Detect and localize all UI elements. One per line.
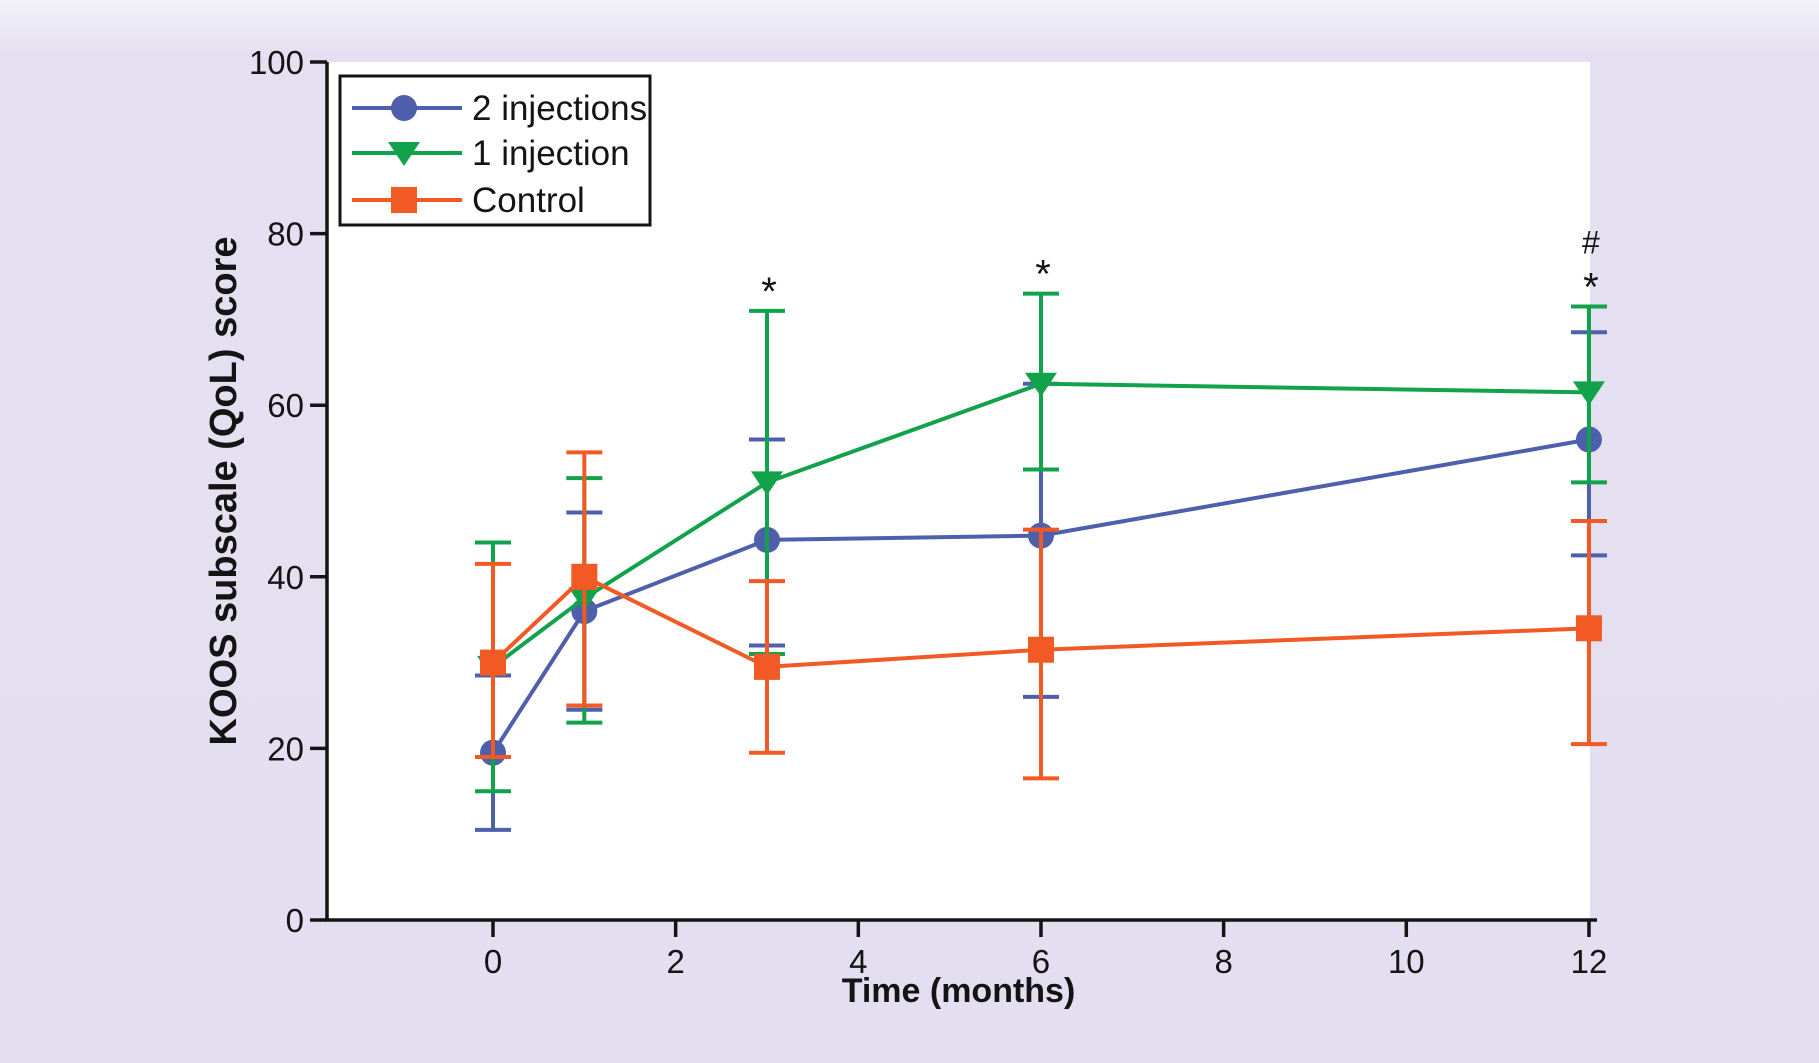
data-point-marker (1024, 372, 1057, 397)
legend-entry-1-injection: 1 injection (352, 134, 630, 173)
asterisk-annotation: * (1583, 266, 1599, 310)
data-point-marker (1575, 615, 1602, 642)
data-point-marker (753, 653, 780, 680)
x-tick-label: 12 (1571, 943, 1608, 980)
y-tick-label: 0 (286, 902, 304, 939)
data-series (475, 291, 1607, 832)
data-point-marker (1027, 636, 1054, 663)
axis-labels: Time (months) KOOS subscale (QoL) score (203, 237, 1075, 1010)
data-point-marker (571, 563, 598, 590)
legend-entry-control: Control (352, 181, 585, 220)
y-tick-label: 60 (267, 387, 304, 424)
legend-label: 1 injection (472, 134, 630, 173)
series-control (475, 450, 1607, 781)
data-point-marker (1572, 381, 1605, 406)
x-tick-label: 4 (849, 943, 867, 980)
data-point-marker (480, 649, 506, 676)
axes: 0 2 4 6 8 10 12 0 20 40 60 80 100 (249, 44, 1607, 980)
data-point-marker (750, 471, 783, 496)
x-tick-label: 2 (666, 943, 684, 980)
legend-label: 2 injections (472, 89, 647, 128)
x-tick-label: 8 (1214, 943, 1232, 980)
x-axis-title: Time (months) (842, 972, 1076, 1010)
y-tick-label: 40 (267, 559, 304, 596)
legend-marker (391, 187, 417, 213)
hash-annotation: # (1582, 225, 1600, 261)
asterisk-annotation: * (761, 270, 777, 314)
x-tick-label: 0 (484, 943, 502, 980)
asterisk-annotation: * (1035, 253, 1051, 297)
legend-entry-2-injections: 2 injections (352, 89, 647, 128)
legend-marker (391, 95, 417, 121)
legend-marker (388, 142, 420, 166)
legend-label: Control (472, 181, 585, 220)
legend: 2 injections 1 injection Control (338, 74, 652, 227)
y-tick-label: 80 (267, 216, 304, 253)
annotations: * * * # (761, 225, 1600, 314)
y-tick-label: 100 (249, 44, 304, 81)
y-axis-title: KOOS subscale (QoL) score (203, 237, 245, 746)
y-tick-label: 20 (267, 730, 304, 767)
x-tick-label: 10 (1388, 943, 1425, 980)
x-tick-label: 6 (1032, 943, 1050, 980)
